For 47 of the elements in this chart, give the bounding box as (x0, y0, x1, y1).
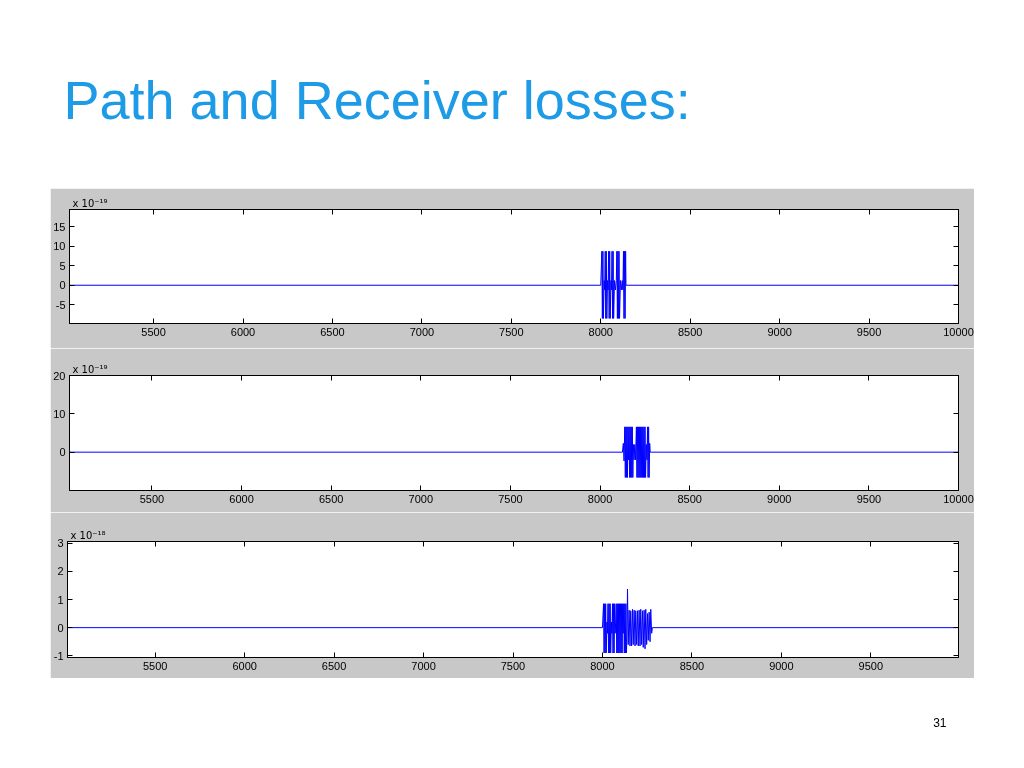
y-tick-label: -1 (53, 649, 64, 662)
x-tick-label: 6000 (230, 325, 256, 338)
chart-title: Path and Receiver losses: (63, 69, 691, 130)
y-tick-label: 10 (53, 407, 66, 420)
x-tick-label: 7000 (408, 492, 434, 505)
x-tick-label: 8000 (590, 659, 615, 672)
x-tick-label: 8000 (587, 492, 613, 505)
text: 31 (933, 716, 947, 730)
text: x 10⁻¹⁹ (72, 364, 108, 375)
x-tick-label: 9500 (856, 492, 882, 505)
x-tick-label: 7500 (499, 325, 524, 338)
x-tick-label: 7000 (409, 325, 435, 338)
x-tick-label: 8500 (677, 325, 703, 338)
x-tick-label: 5500 (139, 492, 165, 505)
x-tick-label: 9500 (856, 325, 882, 338)
x-tick-label: 9000 (767, 492, 792, 505)
y-tick-label: 0 (59, 446, 66, 459)
y-tick-label: 0 (57, 621, 64, 634)
x-tick-label: 8500 (677, 492, 702, 505)
text: x 10⁻¹⁹ (72, 198, 108, 209)
x-tick-label: 6000 (229, 492, 254, 505)
y-tick-label: 3 (57, 537, 64, 550)
y-tick-label: 20 (53, 369, 66, 382)
x-tick-label: 8000 (588, 325, 613, 338)
x-tick-label: 7500 (498, 492, 523, 505)
x-tick-label: 6000 (232, 659, 257, 672)
x-tick-label: 6500 (321, 659, 347, 672)
x-tick-label: 6500 (318, 492, 344, 505)
y-tick-label: 1 (57, 593, 64, 606)
x-tick-label: 10000 (943, 325, 974, 338)
x-tick-label: 7000 (411, 659, 436, 672)
x-tick-label: 5500 (142, 659, 168, 672)
x-tick-label: 5500 (141, 325, 166, 338)
text: x 10⁻¹⁸ (70, 530, 106, 541)
x-tick-label: 9000 (769, 659, 794, 672)
x-tick-label: 9000 (767, 325, 792, 338)
y-tick-label: 2 (57, 565, 64, 578)
x-tick-label: 10000 (943, 492, 974, 505)
y-tick-label: 10 (53, 240, 66, 253)
y-tick-label: 0 (59, 279, 66, 292)
y-tick-label: 5 (59, 259, 66, 272)
x-tick-label: 7500 (500, 659, 526, 672)
y-tick-label: 15 (53, 220, 66, 233)
x-tick-label: 6500 (320, 325, 345, 338)
y-tick-label: -5 (55, 298, 66, 311)
x-tick-label: 9500 (858, 659, 884, 672)
x-tick-label: 8500 (679, 659, 705, 672)
